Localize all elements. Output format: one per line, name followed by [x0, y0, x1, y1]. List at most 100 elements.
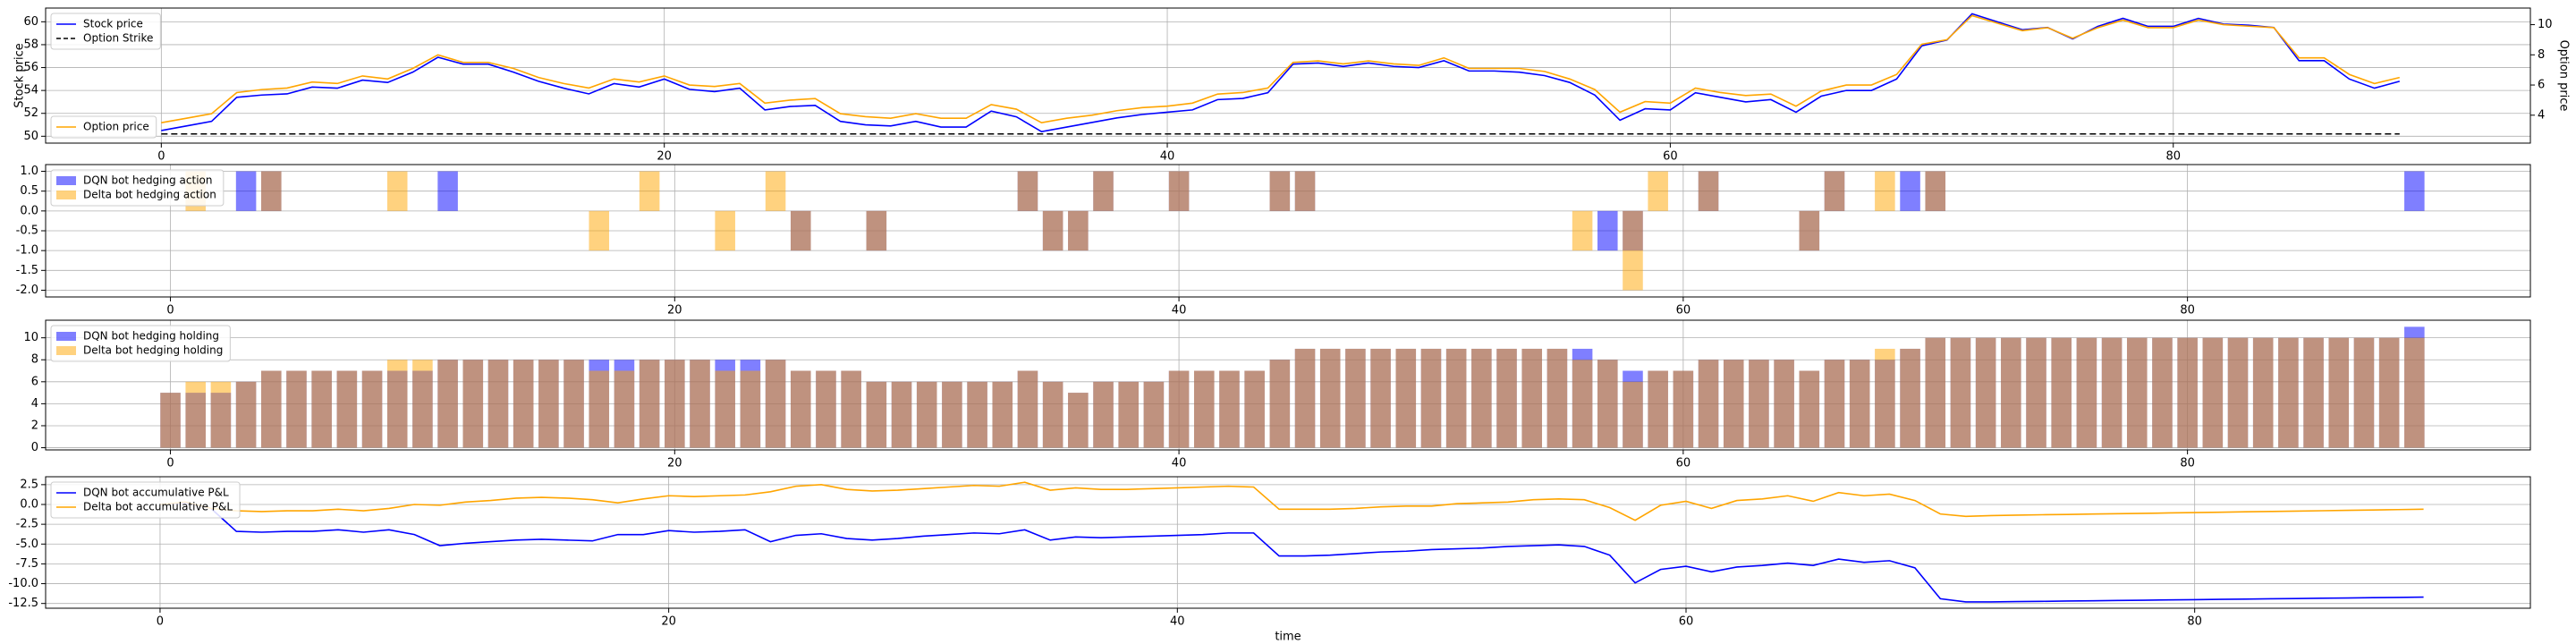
y-tick-label: 0.5 — [20, 184, 38, 198]
bar — [1042, 210, 1063, 251]
bar — [1017, 370, 1038, 448]
bar — [311, 370, 332, 448]
bar — [564, 360, 584, 448]
bar — [1319, 348, 1341, 448]
bar — [1774, 360, 1794, 448]
bar — [2378, 337, 2400, 448]
bar — [1799, 370, 1820, 448]
bar — [1269, 360, 1291, 448]
bar — [1900, 348, 1920, 448]
legend: DQN bot hedging action Delta bot hedging … — [50, 169, 225, 207]
bar — [1749, 360, 1769, 448]
legend-label: Delta bot accumulative P&L — [83, 501, 233, 513]
x-tick-label: 80 — [2165, 150, 2181, 164]
bar — [992, 381, 1013, 448]
bar — [1572, 210, 1593, 251]
bar — [1623, 210, 1643, 291]
line-series — [161, 13, 2401, 133]
bar — [866, 210, 887, 251]
x-tick-label: 20 — [661, 615, 676, 629]
plot-area — [46, 477, 2530, 608]
x-axis-label: time — [1275, 631, 1301, 644]
bar — [1975, 337, 1996, 448]
bar — [1395, 348, 1417, 448]
bar — [487, 360, 509, 448]
bar — [1623, 381, 1643, 448]
x-tick-label: 60 — [1679, 615, 1694, 629]
bar — [2126, 337, 2148, 448]
bar — [462, 360, 484, 448]
bar — [2353, 337, 2375, 448]
bar — [1950, 337, 1971, 448]
legend-label: DQN bot hedging action — [83, 174, 213, 187]
y-tick-label: 0.0 — [20, 497, 38, 511]
bar — [765, 171, 786, 211]
y-tick-label: 50 — [23, 130, 38, 143]
line-series — [159, 502, 2424, 603]
bar — [2177, 337, 2198, 448]
bar — [1572, 360, 1593, 448]
bar — [715, 370, 735, 448]
bar — [1168, 171, 1190, 211]
bar — [740, 370, 761, 448]
y2-axis-label: Option price — [2557, 40, 2571, 112]
x-tick-label: 80 — [2180, 304, 2195, 318]
bar — [2404, 171, 2425, 211]
bar — [513, 360, 534, 448]
bar — [160, 393, 181, 448]
bar — [1143, 381, 1165, 448]
bar — [1824, 360, 1845, 448]
y2-tick-label: 8 — [2538, 48, 2545, 62]
y-tick-label: -1.0 — [16, 244, 38, 258]
legend-box — [50, 325, 231, 362]
bar — [1294, 171, 1316, 211]
bar — [210, 381, 232, 448]
x-tick-label: 0 — [166, 457, 174, 470]
y2-tick-label: 4 — [2538, 108, 2545, 122]
legend-label: Option price — [83, 121, 149, 133]
line-series — [161, 14, 2400, 124]
y-tick-label: -5.0 — [16, 538, 38, 551]
legend-label: Stock price — [83, 18, 143, 30]
bar — [2303, 337, 2324, 448]
x-tick-label: 40 — [1172, 457, 1187, 470]
bar — [1648, 171, 1668, 211]
x-tick-label: 0 — [157, 150, 165, 164]
legend-box — [50, 481, 241, 519]
y-tick-label: 56 — [23, 61, 38, 74]
bar — [790, 370, 811, 448]
bar — [286, 370, 307, 448]
y-tick-label: 60 — [23, 15, 38, 29]
bar — [538, 360, 559, 448]
bar — [386, 171, 408, 211]
bar — [816, 370, 836, 448]
bar — [437, 171, 458, 211]
bar — [841, 370, 861, 448]
bar — [1093, 381, 1114, 448]
x-tick-label: 40 — [1160, 150, 1175, 164]
bar — [1017, 171, 1038, 211]
bar — [765, 360, 786, 448]
bar — [866, 381, 887, 448]
bar — [1193, 370, 1215, 448]
bar — [1925, 337, 1946, 448]
y-tick-label: 2.5 — [20, 478, 38, 491]
bar — [1471, 348, 1492, 448]
legend-label: Delta bot hedging holding — [83, 344, 223, 357]
x-tick-label: 60 — [1676, 457, 1691, 470]
x-tick-label: 60 — [1663, 150, 1678, 164]
bar — [2152, 337, 2173, 448]
bar — [1597, 210, 1618, 251]
y-tick-label: 58 — [23, 38, 38, 51]
bar — [2051, 337, 2072, 448]
bar — [336, 370, 358, 448]
bar — [1068, 393, 1089, 448]
bar — [412, 360, 433, 448]
bar — [1698, 171, 1719, 211]
bar — [235, 381, 257, 448]
legend: Stock price Option Strike — [50, 13, 161, 50]
bar — [614, 370, 635, 448]
bar — [589, 370, 610, 448]
